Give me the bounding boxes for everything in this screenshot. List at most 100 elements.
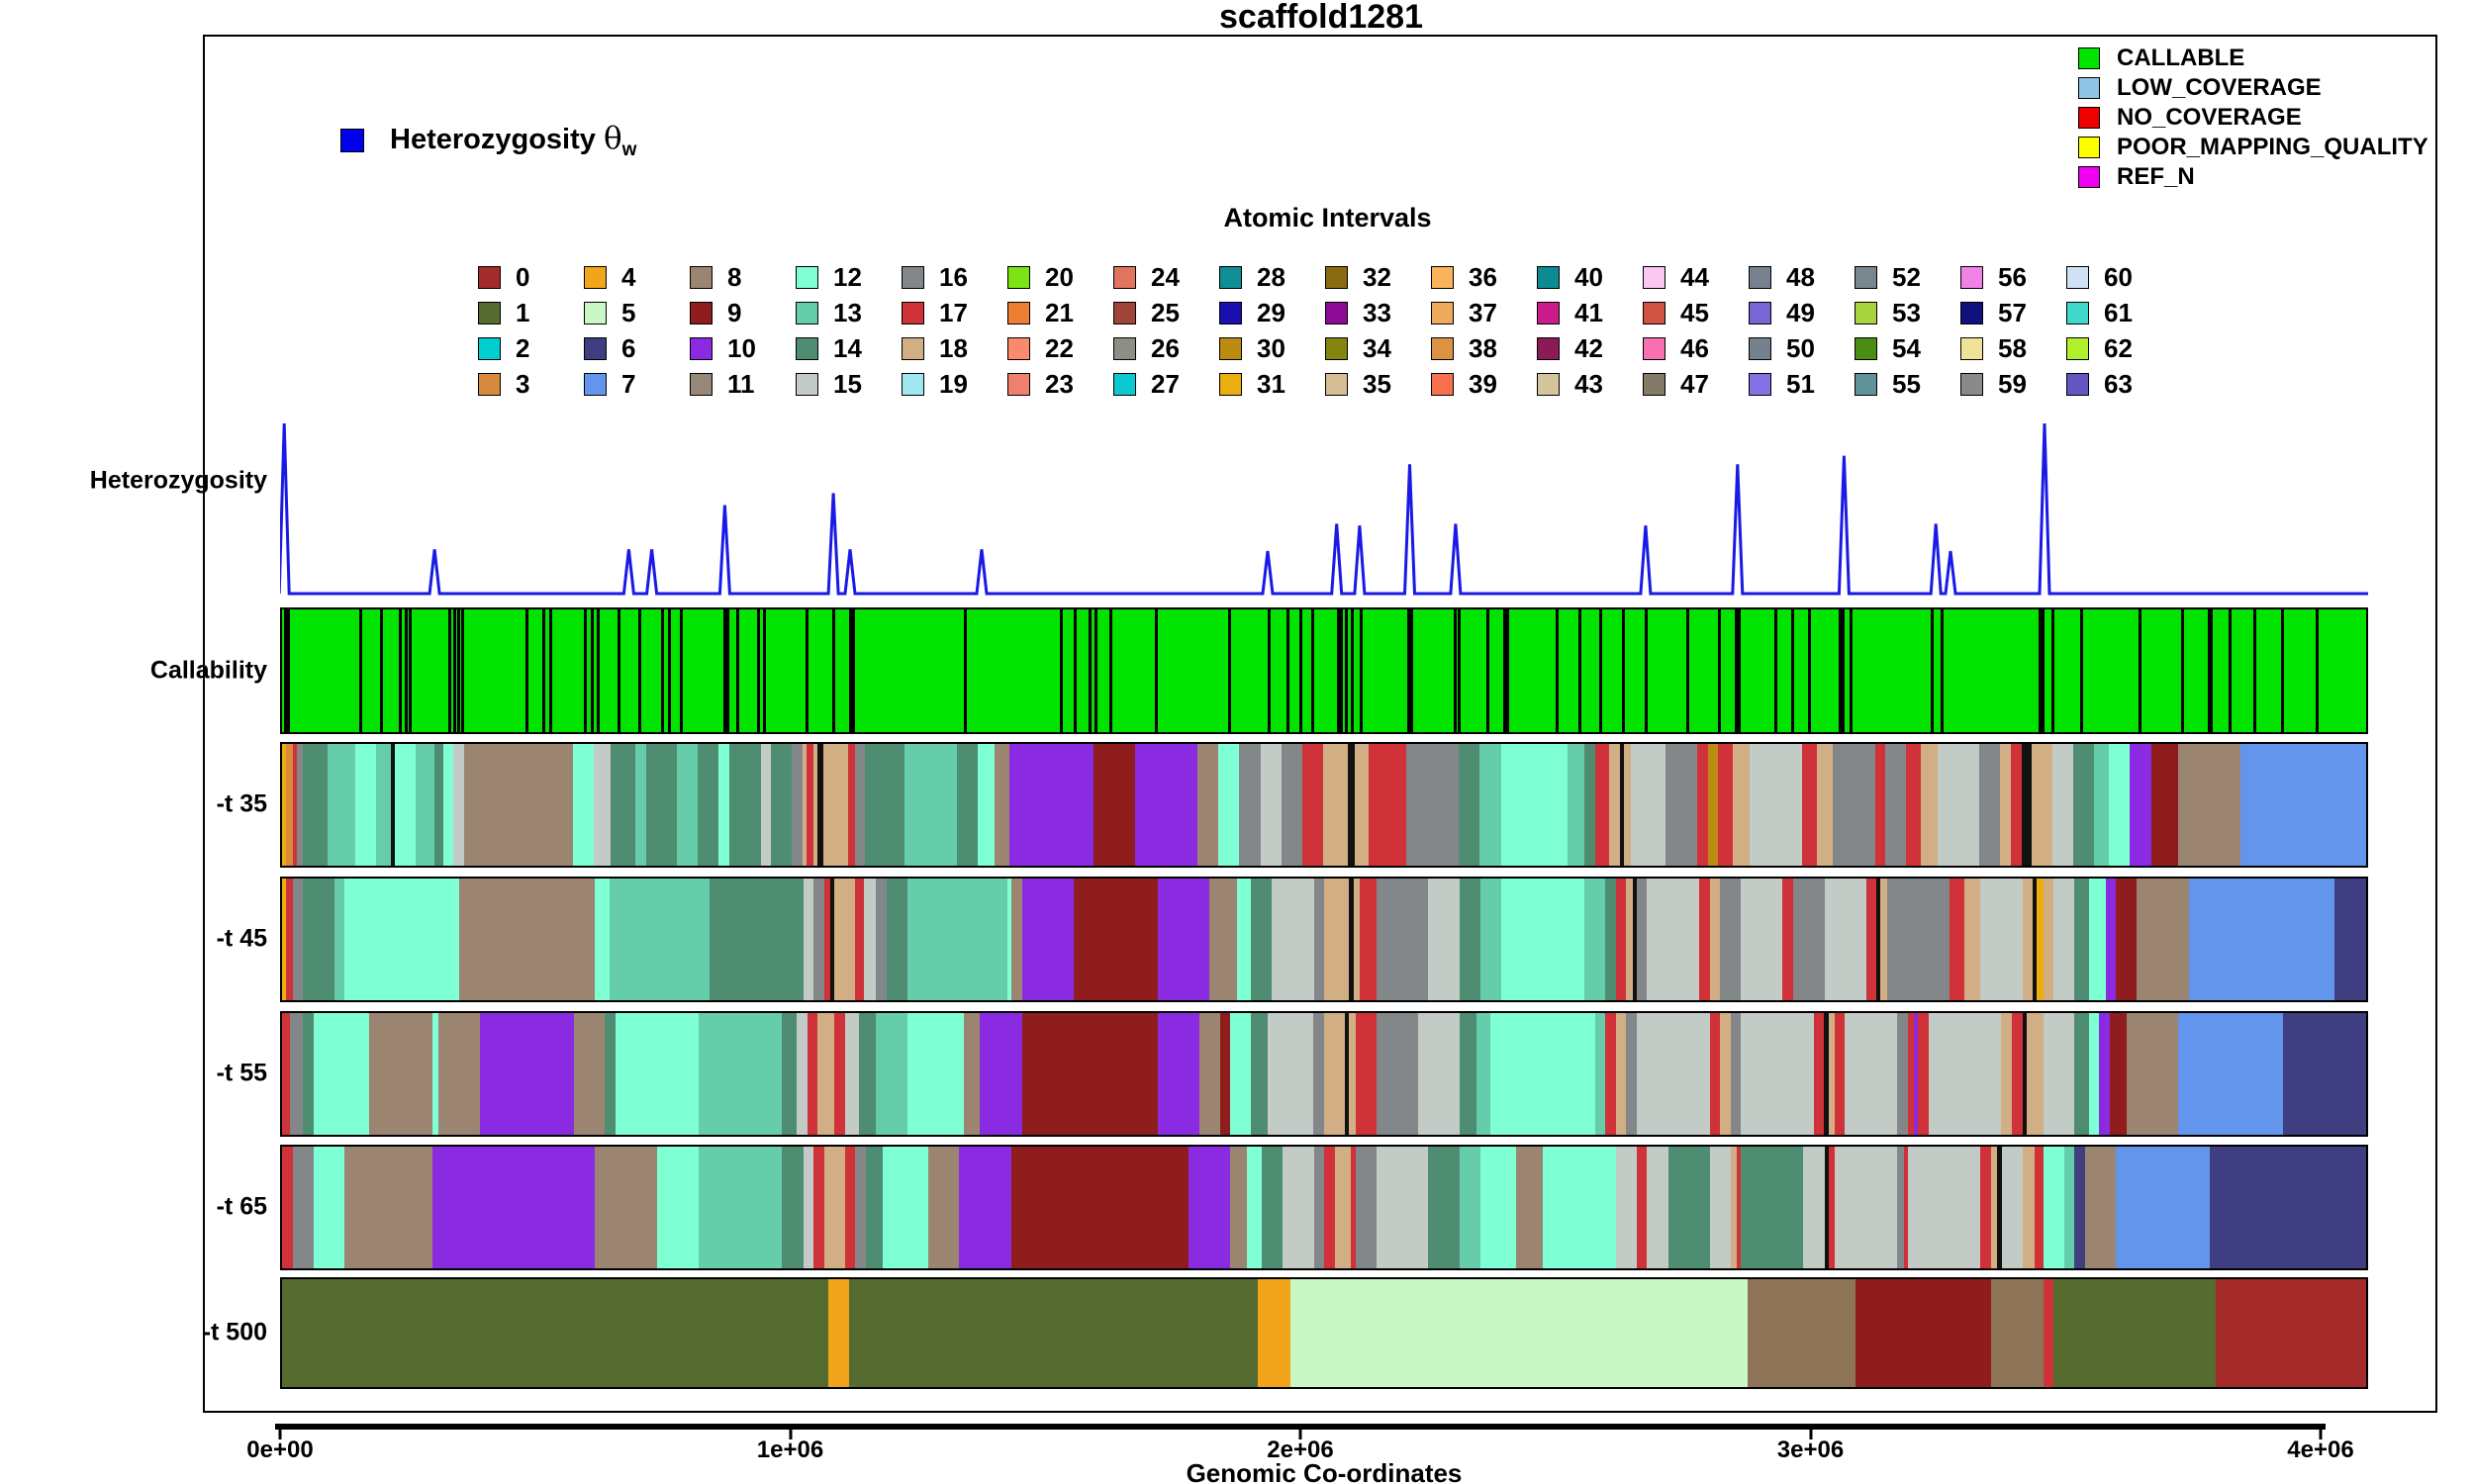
interval-segment (1741, 1013, 1814, 1135)
interval-segment (2210, 1147, 2366, 1268)
interval-segment (282, 1279, 828, 1387)
interval-segment (1949, 879, 1964, 1000)
interval-segment (1011, 879, 1022, 1000)
interval-segment (1828, 1013, 1835, 1135)
interval-segment (2001, 1147, 2023, 1268)
interval-segment (1459, 879, 1480, 1000)
callability-uncallable-line (736, 609, 740, 732)
interval-segment (1963, 879, 1981, 1000)
callability-uncallable-line (1577, 609, 1581, 732)
interval-segment (2063, 1147, 2075, 1268)
atomic-interval-swatch (1960, 336, 1983, 360)
callability-uncallable-line (1228, 609, 1232, 732)
interval-segment (1647, 879, 1700, 1000)
interval-segment (1709, 879, 1721, 1000)
interval-segment (1189, 1147, 1231, 1268)
interval-segment (1709, 1013, 1721, 1135)
atomic-interval-legend-item: 14 (796, 330, 902, 366)
interval-segment (657, 1147, 700, 1268)
atomic-interval-legend-item: 54 (1855, 330, 1960, 366)
atomic-interval-legend-item: 48 (1749, 259, 1855, 295)
interval-segment (1720, 879, 1742, 1000)
interval-segment (1543, 1147, 1616, 1268)
row-label: -t 35 (216, 789, 267, 818)
atomic-interval-label: 36 (1469, 261, 1497, 292)
interval-segment (437, 1013, 481, 1135)
atomic-interval-legend-item: 51 (1749, 366, 1855, 402)
atomic-interval-swatch (690, 336, 713, 360)
atomic-interval-label: 14 (833, 332, 862, 363)
interval-segment (2150, 744, 2178, 866)
callability-uncallable-line (1453, 609, 1457, 732)
atomic-interval-label: 39 (1469, 368, 1497, 399)
interval-segment (1322, 744, 1349, 866)
interval-segment (292, 1147, 314, 1268)
callability-uncallable-line (1503, 609, 1510, 732)
interval-segment (1997, 1147, 2002, 1268)
interval-segment (2105, 879, 2117, 1000)
atomic-interval-label: 32 (1363, 261, 1391, 292)
interval-segment (2116, 879, 2138, 1000)
interval-segment (855, 879, 864, 1000)
atomic-interval-label: 0 (516, 261, 530, 292)
atomic-interval-legend-item: 9 (690, 295, 796, 330)
callability-uncallable-line (1686, 609, 1690, 732)
interval-segment (2109, 1013, 2127, 1135)
atomic-interval-label: 10 (727, 332, 756, 363)
interval-segment (1921, 744, 1939, 866)
interval-segment (1880, 879, 1887, 1000)
interval-segment (1897, 1147, 1904, 1268)
interval-segment (1707, 744, 1719, 866)
callability-uncallable-line (1359, 609, 1363, 732)
interval-segment (1313, 1147, 1325, 1268)
interval-segment (827, 1279, 849, 1387)
interval-segment (1828, 1147, 1836, 1268)
atomic-interval-label: 15 (833, 368, 862, 399)
atomic-interval-swatch (1219, 265, 1242, 289)
atomic-interval-label: 2 (516, 332, 530, 363)
interval-segment (1428, 879, 1460, 1000)
interval-segment (453, 744, 464, 866)
interval-segment (1907, 1147, 1981, 1268)
atomic-interval-label: 41 (1574, 297, 1603, 327)
atomic-interval-label: 51 (1786, 368, 1815, 399)
interval-segment (376, 744, 391, 866)
interval-segment (1230, 1013, 1252, 1135)
interval-segment (1236, 879, 1252, 1000)
interval-segment (594, 1147, 658, 1268)
x-tick-label: 0e+00 (246, 1437, 314, 1463)
callability-uncallable-line (398, 609, 402, 732)
interval-segment (1093, 744, 1135, 866)
atomic-interval-swatch (1007, 265, 1030, 289)
atomic-interval-swatch (690, 372, 713, 396)
interval-segment (2022, 879, 2034, 1000)
interval-segment (431, 1147, 595, 1268)
atomic-interval-label: 62 (2104, 332, 2133, 363)
interval-segment (2240, 744, 2366, 866)
atomic-interval-label: 5 (621, 297, 636, 327)
interval-segment (816, 744, 824, 866)
atomic-interval-legend-item: 19 (902, 366, 1007, 402)
atomic-interval-label: 24 (1151, 261, 1180, 292)
interval-segment (1568, 744, 1585, 866)
atomic-interval-label: 59 (1998, 368, 2027, 399)
atomic-interval-legend-item: 4 (584, 259, 690, 295)
callability-uncallable-line (1486, 609, 1490, 732)
interval-segment (292, 744, 297, 866)
interval-segment (2126, 1013, 2179, 1135)
atomic-interval-swatch (1219, 372, 1242, 396)
callability-uncallable-line (1336, 609, 1343, 732)
interval-segment (1824, 879, 1866, 1000)
atomic-interval-swatch (1007, 336, 1030, 360)
interval-segment (886, 879, 907, 1000)
interval-track--t55 (280, 1011, 2368, 1137)
callability-uncallable-line (1286, 609, 1290, 732)
theta-symbol: θ (603, 121, 622, 156)
atomic-interval-label: 8 (727, 261, 742, 292)
callability-uncallable-line (963, 609, 967, 732)
atomic-interval-label: 19 (939, 368, 968, 399)
callability-uncallable-line (618, 609, 621, 732)
atomic-interval-legend-item: 28 (1219, 259, 1325, 295)
interval-segment (2026, 1013, 2034, 1135)
interval-segment (1833, 744, 1875, 866)
